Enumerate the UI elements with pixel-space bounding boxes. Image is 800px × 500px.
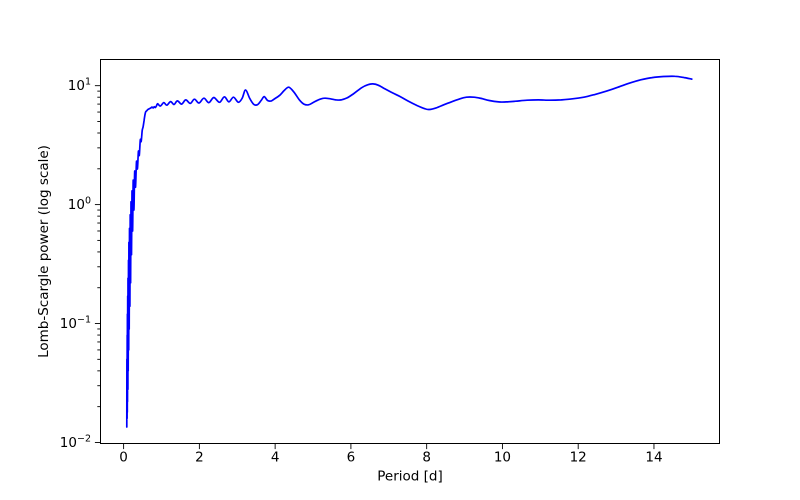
x-tick-label: 6 bbox=[347, 450, 356, 466]
x-tick-label: 4 bbox=[271, 450, 280, 466]
y-tick-label: 10−1 bbox=[60, 314, 91, 332]
periodogram-curve bbox=[125, 75, 693, 428]
x-tick-label: 0 bbox=[119, 450, 128, 466]
x-axis-ticks: 0 2 4 6 8 10 12 14 bbox=[119, 443, 663, 466]
x-tick-label: 10 bbox=[494, 450, 511, 466]
x-tick-label: 12 bbox=[570, 450, 587, 466]
x-tick-label: 14 bbox=[645, 450, 662, 466]
x-axis-label: Period [d] bbox=[377, 469, 443, 485]
y-axis-label: Lomb-Scargle power (log scale) bbox=[36, 145, 52, 358]
x-tick-label: 2 bbox=[195, 450, 204, 466]
x-tick-label: 8 bbox=[422, 450, 431, 466]
y-tick-label: 101 bbox=[68, 76, 91, 94]
y-tick-label: 10−2 bbox=[60, 433, 91, 451]
plot-border bbox=[100, 59, 720, 444]
y-tick-label: 100 bbox=[68, 195, 91, 213]
y-axis-minor-ticks bbox=[97, 90, 101, 408]
plot-data-layer bbox=[125, 75, 693, 428]
y-axis-major-ticks: 101 100 10−1 10−2 bbox=[60, 76, 101, 451]
plot-area-background bbox=[100, 59, 720, 444]
